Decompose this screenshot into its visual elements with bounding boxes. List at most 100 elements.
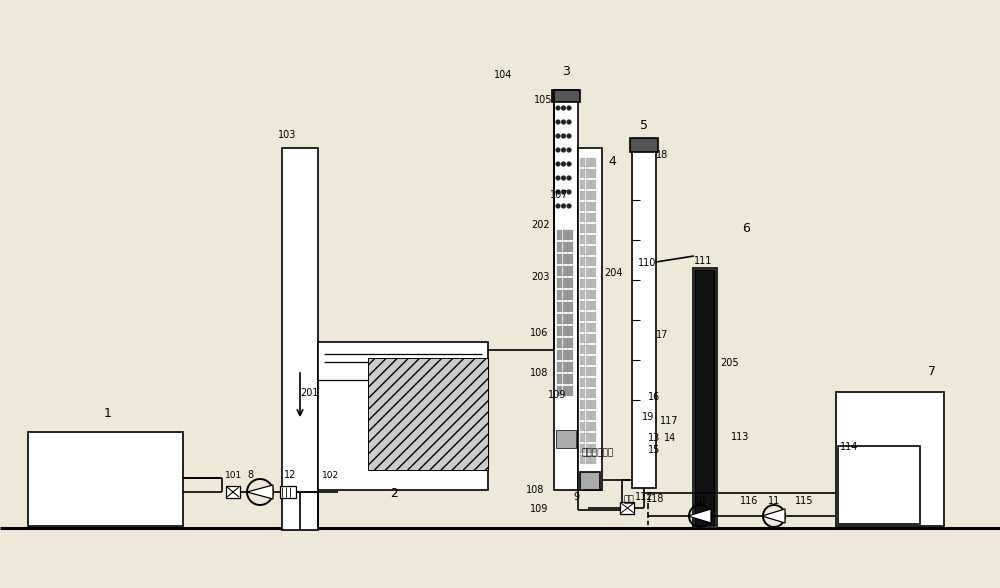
Text: 101: 101 <box>225 471 243 480</box>
Bar <box>586 158 590 167</box>
Bar <box>580 411 585 420</box>
Text: 103: 103 <box>278 130 296 140</box>
Text: 18: 18 <box>656 150 668 160</box>
Text: 17: 17 <box>656 330 668 340</box>
Bar <box>562 338 568 348</box>
Bar <box>586 257 590 266</box>
Bar <box>580 389 585 398</box>
Bar <box>568 302 573 312</box>
Bar <box>580 290 585 299</box>
Bar <box>591 400 596 409</box>
Bar <box>838 446 920 524</box>
Bar <box>568 290 573 300</box>
Circle shape <box>567 162 571 166</box>
Bar <box>568 254 573 264</box>
Circle shape <box>561 133 566 138</box>
Bar <box>586 290 590 299</box>
Bar <box>562 290 568 300</box>
Text: 201: 201 <box>300 388 319 398</box>
Bar <box>580 246 585 255</box>
Bar <box>591 169 596 178</box>
Bar <box>580 279 585 288</box>
Text: 108: 108 <box>530 368 548 378</box>
Text: 202: 202 <box>531 220 550 230</box>
Bar <box>580 367 585 376</box>
Bar <box>591 455 596 464</box>
Bar <box>568 242 573 252</box>
Bar <box>586 301 590 310</box>
Bar <box>282 148 318 530</box>
Polygon shape <box>688 509 711 523</box>
Bar <box>580 472 600 490</box>
Text: 104: 104 <box>494 70 512 80</box>
Bar <box>557 338 562 348</box>
Polygon shape <box>762 509 785 523</box>
Bar <box>591 356 596 365</box>
Bar <box>557 230 562 240</box>
Text: 曝气: 曝气 <box>623 495 634 504</box>
Text: 106: 106 <box>530 328 548 338</box>
Bar <box>568 362 573 372</box>
Bar <box>591 323 596 332</box>
Text: 113: 113 <box>731 432 749 442</box>
Bar <box>591 444 596 453</box>
Bar <box>586 345 590 354</box>
Bar <box>591 235 596 244</box>
Bar <box>591 191 596 200</box>
Bar <box>568 278 573 288</box>
Circle shape <box>567 176 571 181</box>
Bar <box>586 411 590 420</box>
Bar <box>580 202 585 211</box>
Bar <box>591 180 596 189</box>
Bar <box>580 301 585 310</box>
Text: 1: 1 <box>104 407 112 420</box>
Text: 116: 116 <box>740 496 758 506</box>
Bar <box>586 169 590 178</box>
Bar <box>580 213 585 222</box>
Bar <box>580 235 585 244</box>
Bar <box>591 290 596 299</box>
Bar <box>586 433 590 442</box>
Bar <box>557 266 562 276</box>
Text: 111: 111 <box>694 256 712 266</box>
Text: 15: 15 <box>648 445 660 455</box>
Bar <box>591 268 596 277</box>
Bar <box>557 362 562 372</box>
Bar <box>591 345 596 354</box>
Bar <box>568 326 573 336</box>
Bar <box>586 334 590 343</box>
Bar <box>836 392 944 526</box>
Text: 14: 14 <box>664 433 676 443</box>
Text: 19: 19 <box>642 412 654 422</box>
Circle shape <box>556 119 560 125</box>
Bar <box>557 302 562 312</box>
Bar <box>630 138 658 152</box>
Bar <box>586 455 590 464</box>
Bar <box>562 314 568 324</box>
Bar <box>591 389 596 398</box>
Bar <box>562 386 568 396</box>
Bar <box>568 314 573 324</box>
Circle shape <box>567 133 571 138</box>
Bar <box>557 254 562 264</box>
Bar <box>591 378 596 387</box>
Polygon shape <box>247 485 273 499</box>
Circle shape <box>556 176 560 181</box>
Bar <box>562 242 568 252</box>
Bar <box>562 302 568 312</box>
Bar <box>557 242 562 252</box>
Text: 109: 109 <box>548 390 566 400</box>
Bar <box>586 312 590 321</box>
Bar <box>620 502 634 514</box>
Bar <box>568 386 573 396</box>
Bar <box>554 90 578 490</box>
Bar <box>557 314 562 324</box>
Bar <box>28 432 183 526</box>
Bar <box>580 400 585 409</box>
Bar <box>580 224 585 233</box>
Text: 115: 115 <box>795 496 813 506</box>
Bar <box>586 202 590 211</box>
Circle shape <box>567 106 571 111</box>
Bar <box>591 213 596 222</box>
Circle shape <box>567 148 571 152</box>
